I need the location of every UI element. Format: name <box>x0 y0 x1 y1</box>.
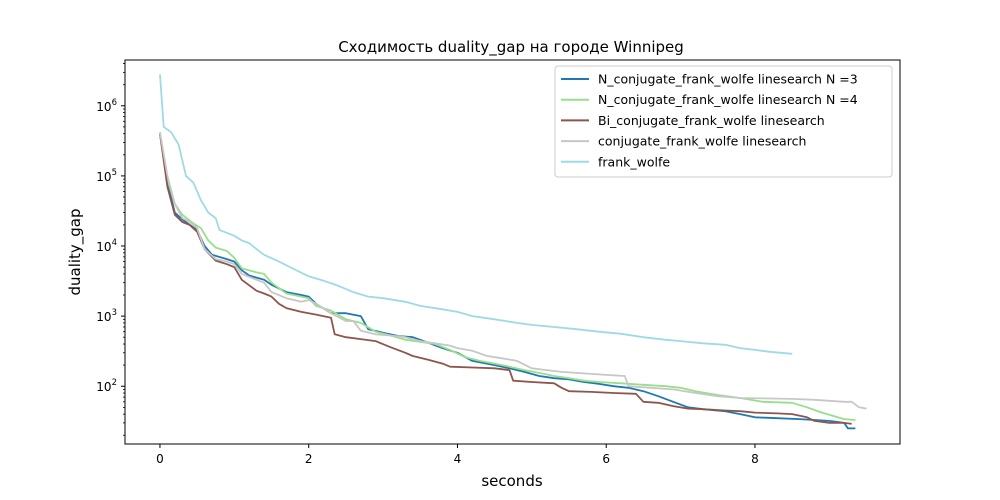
series-line-4 <box>159 132 867 410</box>
legend-label-5: frank_wolfe <box>598 154 670 169</box>
y-tick-label: 104 <box>96 238 117 254</box>
legend-label-3: Bi_conjugate_frank_wolfe linesearch <box>598 113 825 128</box>
x-tick-label: 6 <box>602 452 610 466</box>
x-tick-label: 0 <box>156 452 164 466</box>
x-tick-label: 8 <box>751 452 759 466</box>
plot-lines <box>159 74 867 430</box>
plot-frame <box>124 59 901 445</box>
x-axis: 0 2 4 6 8 <box>156 444 759 466</box>
x-tick-label: 4 <box>454 452 462 466</box>
y-axis-label: duality_gap <box>66 208 85 295</box>
chart-title: Сходимость duality_gap на городе Winnipe… <box>338 38 684 57</box>
series-line-3 <box>159 133 852 425</box>
legend: N_conjugate_frank_wolfe linesearch N =3 N… <box>554 65 893 178</box>
x-axis-label: seconds <box>481 472 542 490</box>
series-line-1 <box>159 133 856 430</box>
legend-label-1: N_conjugate_frank_wolfe linesearch N =3 <box>598 72 858 87</box>
legend-label-2: N_conjugate_frank_wolfe linesearch N =4 <box>598 92 858 107</box>
y-tick-label: 103 <box>96 308 117 324</box>
legend-box <box>554 65 893 178</box>
y-tick-label: 102 <box>96 378 117 394</box>
series-line-5 <box>159 74 793 355</box>
y-axis: 102 103 104 105 106 <box>96 63 125 436</box>
y-tick-label: 105 <box>96 168 117 184</box>
y-tick-label: 106 <box>96 98 117 114</box>
legend-label-4: conjugate_frank_wolfe linesearch <box>598 134 806 149</box>
x-tick-label: 2 <box>305 452 313 466</box>
